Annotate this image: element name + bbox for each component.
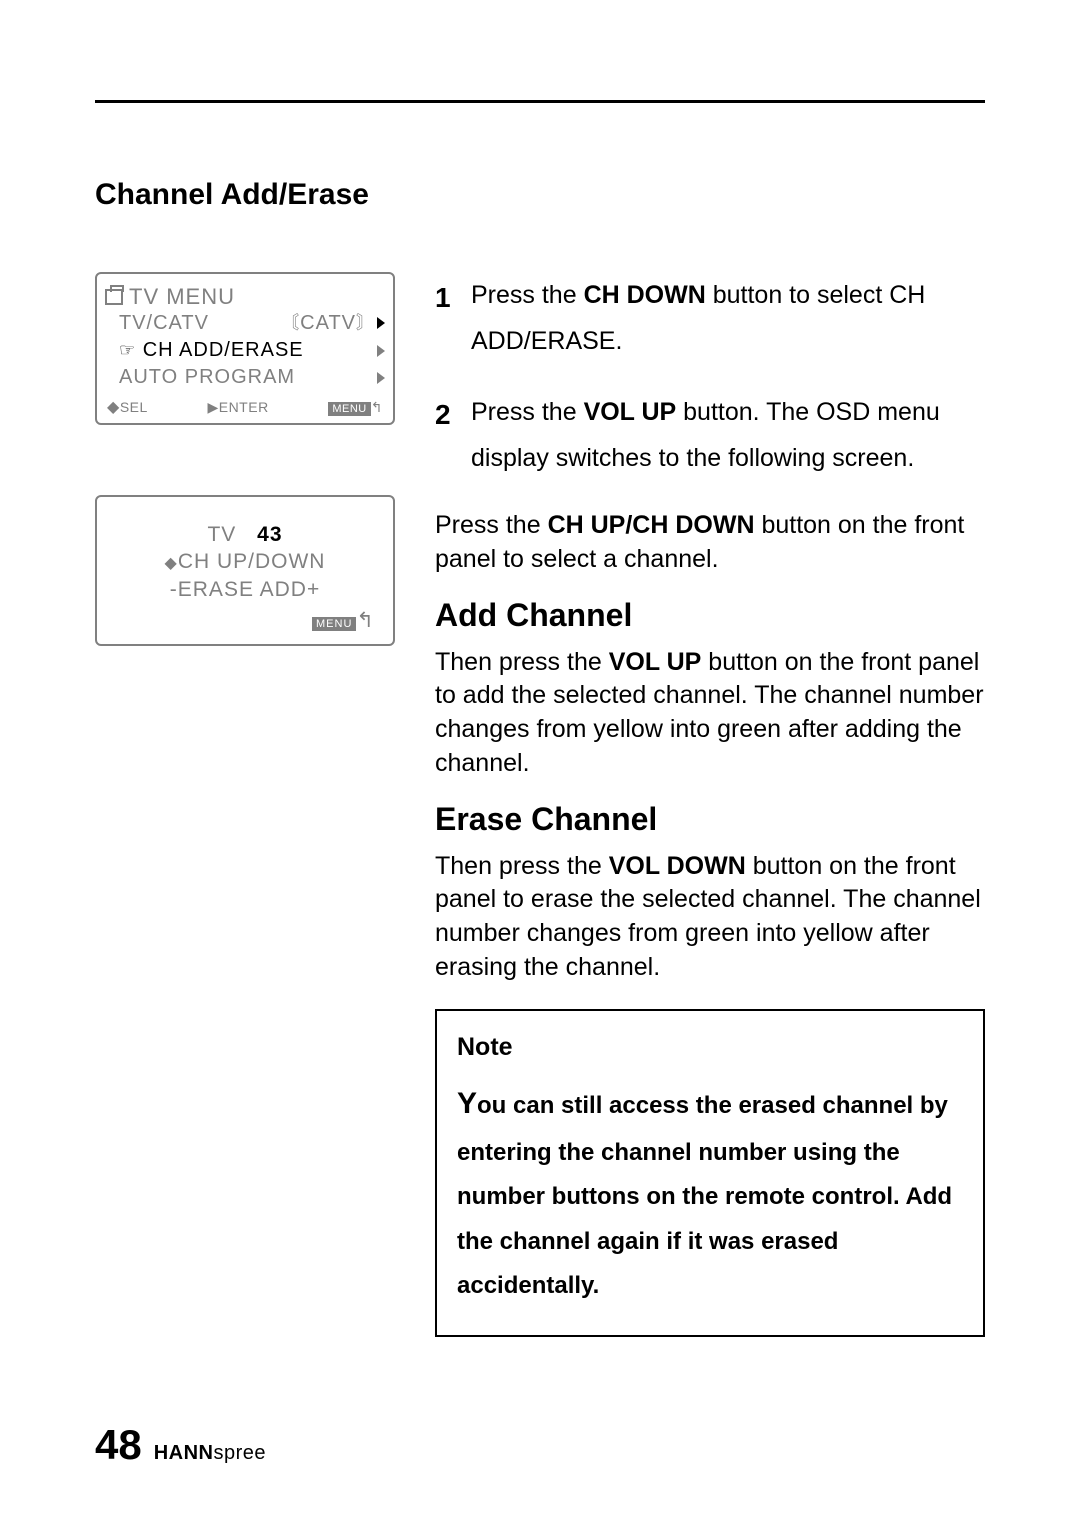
step-1-text: Press the CH DOWN button to select CH AD… [471, 272, 985, 365]
osd-row1-label: TV/CATV [119, 310, 209, 337]
brand-rest-part: spree [214, 1442, 267, 1464]
osd-row1-value-text: CATV [300, 312, 356, 334]
add-channel-paragraph: Then press the VOL UP button on the fron… [435, 646, 985, 781]
step-2-number: 2 [435, 389, 471, 482]
return-icon: ↰ [371, 399, 383, 415]
section-title: Channel Add/Erase [95, 178, 985, 212]
note-box: Note You can still access the erased cha… [435, 1009, 985, 1337]
page-number: 48 [95, 1421, 142, 1469]
intro-prefix: Press the [435, 511, 548, 539]
step-2-text: Press the VOL UP button. The OSD menu di… [471, 389, 985, 482]
osd-footer-menu-pill: MENU [328, 402, 370, 416]
intro-paragraph: Press the CH UP/CH DOWN button on the fr… [435, 509, 985, 577]
osd2-footer: MENU↰ [115, 607, 375, 634]
play-icon: ▶ [207, 399, 218, 415]
osd-channel-box: TV 43 ◆CH UP/DOWN -ERASE ADD+ MENU↰ [95, 495, 395, 646]
hand-pointer-icon: ☞ [119, 338, 136, 362]
osd2-line1: TV 43 [115, 521, 375, 548]
right-column: 1 Press the CH DOWN button to select CH … [435, 272, 985, 1337]
step-2-prefix: Press the [471, 398, 584, 426]
left-bracket-icon: 〘 [281, 313, 300, 333]
return-icon: ↰ [356, 609, 375, 632]
erase-channel-heading: Erase Channel [435, 801, 985, 838]
intro-bold: CH UP/CH DOWN [548, 511, 755, 539]
osd-footer-menu: MENU↰ [328, 399, 383, 416]
osd2-line1-prefix: TV [207, 523, 236, 546]
note-body: You can still access the erased channel … [457, 1076, 963, 1309]
erase-channel-paragraph: Then press the VOL DOWN button on the fr… [435, 850, 985, 985]
osd2-footer-menu-pill: MENU [312, 617, 356, 631]
osd-row-auto-program: AUTO PROGRAM [105, 364, 385, 391]
triangle-right-icon [377, 317, 385, 329]
add-bold: VOL UP [609, 648, 702, 676]
osd-footer-enter-text: ENTER [219, 399, 269, 415]
osd2-line2: ◆CH UP/DOWN [115, 548, 375, 575]
triangle-right-icon [377, 372, 385, 384]
note-body-rest: ou can still access the erased channel b… [457, 1092, 952, 1300]
osd2-line1-number: 43 [257, 523, 282, 546]
step-2: 2 Press the VOL UP button. The OSD menu … [435, 389, 985, 482]
two-column-layout: TV MENU TV/CATV 〘CATV〙 ☞ CH ADD/ERASE [95, 272, 985, 1337]
step-1-prefix: Press the [471, 281, 584, 309]
left-column: TV MENU TV/CATV 〘CATV〙 ☞ CH ADD/ERASE [95, 272, 395, 1337]
osd-footer-enter: ▶ENTER [207, 399, 268, 416]
step-2-bold: VOL UP [584, 398, 677, 426]
erase-prefix: Then press the [435, 852, 609, 880]
brand-bold-part: HANN [154, 1442, 214, 1464]
tv-icon [105, 289, 123, 305]
osd-row2-label: CH ADD/ERASE [143, 339, 304, 361]
osd2-line3: -ERASE ADD+ [115, 576, 375, 603]
osd-title-row: TV MENU [105, 284, 385, 310]
add-prefix: Then press the [435, 648, 609, 676]
updown-icon: ◆ [107, 397, 120, 417]
erase-bold: VOL DOWN [609, 852, 746, 880]
page-container: Channel Add/Erase TV MENU TV/CATV 〘CATV〙… [0, 0, 1080, 1529]
osd-footer: ◆SEL ▶ENTER MENU↰ [105, 391, 385, 417]
step-1-bold: CH DOWN [584, 281, 706, 309]
step-1-number: 1 [435, 272, 471, 365]
osd-row-add-erase: ☞ CH ADD/ERASE [105, 337, 385, 364]
updown-icon: ◆ [165, 554, 178, 575]
add-channel-heading: Add Channel [435, 597, 985, 634]
osd-row-tvcatv: TV/CATV 〘CATV〙 [105, 310, 385, 337]
osd-title-text: TV MENU [129, 284, 235, 310]
note-body-cap: Y [457, 1087, 477, 1120]
page-footer: 48 HANNspree [95, 1421, 266, 1469]
osd-tv-menu-box: TV MENU TV/CATV 〘CATV〙 ☞ CH ADD/ERASE [95, 272, 395, 425]
osd-row1-value: 〘CATV〙 [281, 310, 385, 337]
step-1: 1 Press the CH DOWN button to select CH … [435, 272, 985, 365]
brand-name: HANNspree [154, 1442, 266, 1465]
step-list: 1 Press the CH DOWN button to select CH … [435, 272, 985, 481]
top-horizontal-rule [95, 100, 985, 103]
triangle-right-icon [377, 345, 385, 357]
note-title: Note [457, 1033, 963, 1062]
osd-footer-sel: ◆SEL [107, 397, 148, 417]
osd-row3-label: AUTO PROGRAM [119, 364, 295, 391]
osd-row2-content: ☞ CH ADD/ERASE [119, 337, 304, 364]
osd2-line2-text: CH UP/DOWN [178, 550, 326, 573]
osd-footer-sel-text: SEL [120, 399, 148, 415]
right-bracket-icon: 〙 [356, 313, 375, 333]
